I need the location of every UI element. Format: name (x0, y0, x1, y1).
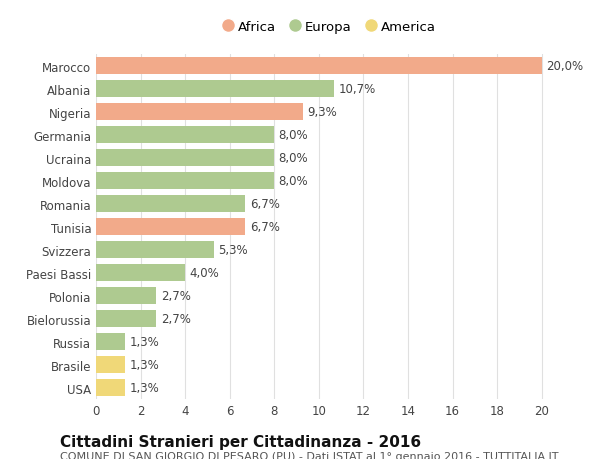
Bar (96, 380, 125, 396)
Text: 2,7%: 2,7% (161, 313, 191, 325)
Text: COMUNE DI SAN GIORGIO DI PESARO (PU) - Dati ISTAT al 1° gennaio 2016 - TUTTITALI: COMUNE DI SAN GIORGIO DI PESARO (PU) - D… (60, 451, 559, 459)
Bar (96, 104, 303, 121)
Text: 20,0%: 20,0% (546, 60, 583, 73)
Bar (96, 58, 542, 75)
Bar (96, 127, 274, 144)
Text: 10,7%: 10,7% (339, 83, 376, 96)
Bar (96, 334, 125, 350)
Bar (96, 150, 274, 167)
Bar (96, 288, 156, 304)
Text: 1,3%: 1,3% (130, 336, 159, 348)
Bar (96, 357, 125, 373)
Text: 4,0%: 4,0% (190, 267, 220, 280)
Text: 6,7%: 6,7% (250, 198, 280, 211)
Bar (96, 265, 185, 281)
Bar (96, 173, 274, 190)
Text: 8,0%: 8,0% (279, 152, 308, 165)
Text: 6,7%: 6,7% (250, 221, 280, 234)
Text: 8,0%: 8,0% (279, 129, 308, 142)
Text: 8,0%: 8,0% (279, 175, 308, 188)
Text: 5,3%: 5,3% (218, 244, 248, 257)
Text: 1,3%: 1,3% (130, 381, 159, 394)
Bar (96, 81, 334, 98)
Text: 2,7%: 2,7% (161, 290, 191, 302)
Bar (96, 242, 214, 258)
Text: 9,3%: 9,3% (308, 106, 337, 119)
Text: 1,3%: 1,3% (130, 358, 159, 371)
Bar (96, 196, 245, 213)
Bar (96, 311, 156, 327)
Legend: Africa, Europa, America: Africa, Europa, America (220, 17, 440, 38)
Text: Cittadini Stranieri per Cittadinanza - 2016: Cittadini Stranieri per Cittadinanza - 2… (60, 434, 421, 449)
Bar (96, 219, 245, 235)
